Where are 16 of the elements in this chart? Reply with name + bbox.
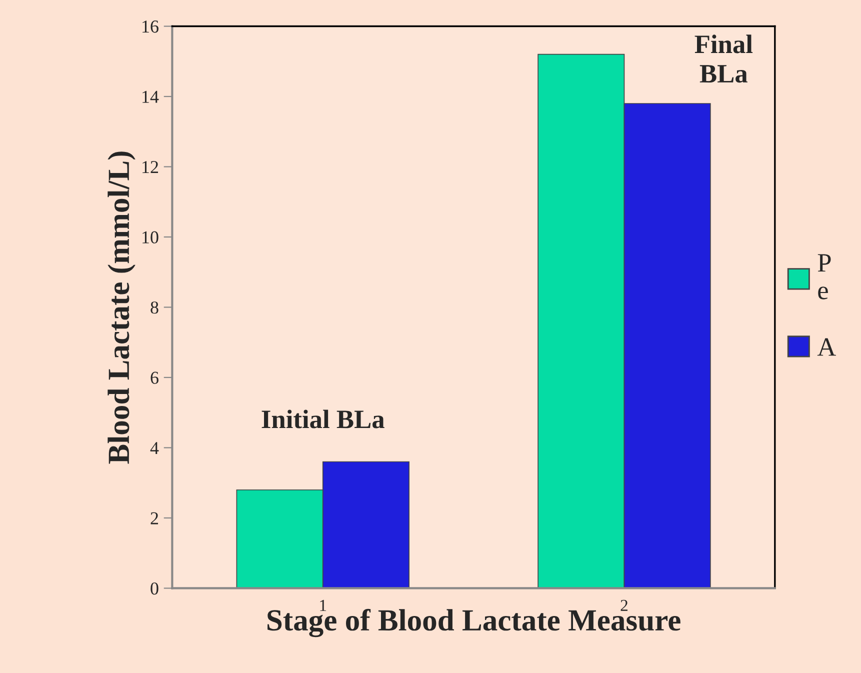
y-tick-label: 2 [150, 512, 158, 524]
annotation: Final BLa [694, 34, 753, 83]
y-tick-label: 12 [142, 161, 158, 173]
x-tick-label: 1 [320, 600, 326, 611]
legend-label: A [817, 338, 836, 356]
annotation: Initial BLa [262, 410, 384, 428]
y-axis-title: Blood Lactate (mmol/L) [108, 152, 136, 464]
y-tick-label: 10 [142, 231, 158, 244]
y-tick-label: 6 [150, 372, 158, 384]
y-tick-label: 16 [142, 20, 158, 33]
y-tick-label: 0 [150, 582, 158, 595]
y-tick-label: 14 [142, 90, 159, 103]
y-tick-label: 8 [150, 301, 158, 314]
y-tick-label: 4 [150, 442, 159, 454]
x-axis-title: Stage of Blood Lactate Measure [268, 608, 680, 638]
legend-label: P e [818, 254, 831, 300]
